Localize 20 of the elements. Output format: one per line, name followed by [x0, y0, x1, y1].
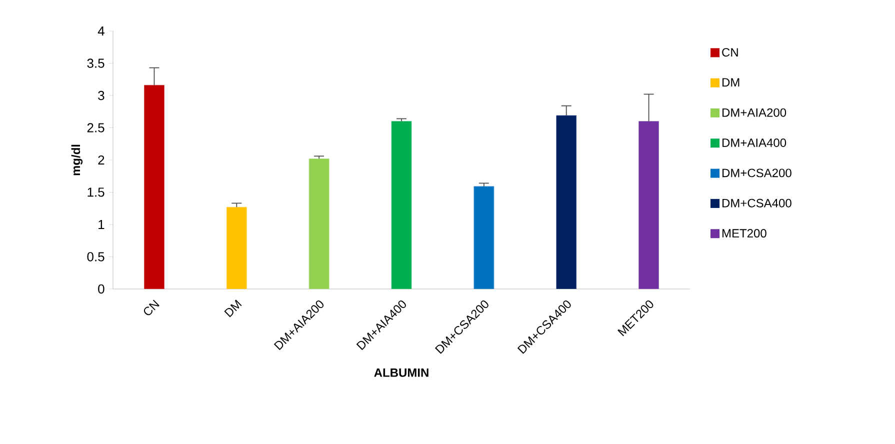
x-axis-title: ALBUMIN [374, 368, 428, 377]
y-tick-label: 3 [98, 90, 104, 100]
legend-label: DM+AIA200 [722, 108, 786, 117]
x-tick-label: CN [144, 300, 160, 316]
y-tick-label: 0.5 [87, 252, 104, 262]
legend-label: DM+CSA400 [722, 198, 792, 208]
y-tick-label: 3.5 [87, 58, 104, 68]
y-tick-label: 4 [98, 26, 104, 36]
y-tick-label: 1 [98, 220, 104, 229]
legend-label: DM [722, 78, 740, 87]
y-tick-label: 2 [98, 155, 104, 165]
y-tick-label: 1.5 [88, 188, 104, 197]
legend-label: MET200 [722, 229, 766, 238]
y-tick-label: 2.5 [87, 123, 104, 132]
legend-label: DM+CSA200 [722, 168, 792, 178]
x-tick-label: DM [224, 300, 242, 318]
y-tick-label: 0 [98, 284, 104, 294]
y-axis-title: mg/dl [71, 144, 83, 176]
legend-label: CN [722, 48, 738, 57]
legend-label: DM+AIA400 [722, 138, 786, 147]
